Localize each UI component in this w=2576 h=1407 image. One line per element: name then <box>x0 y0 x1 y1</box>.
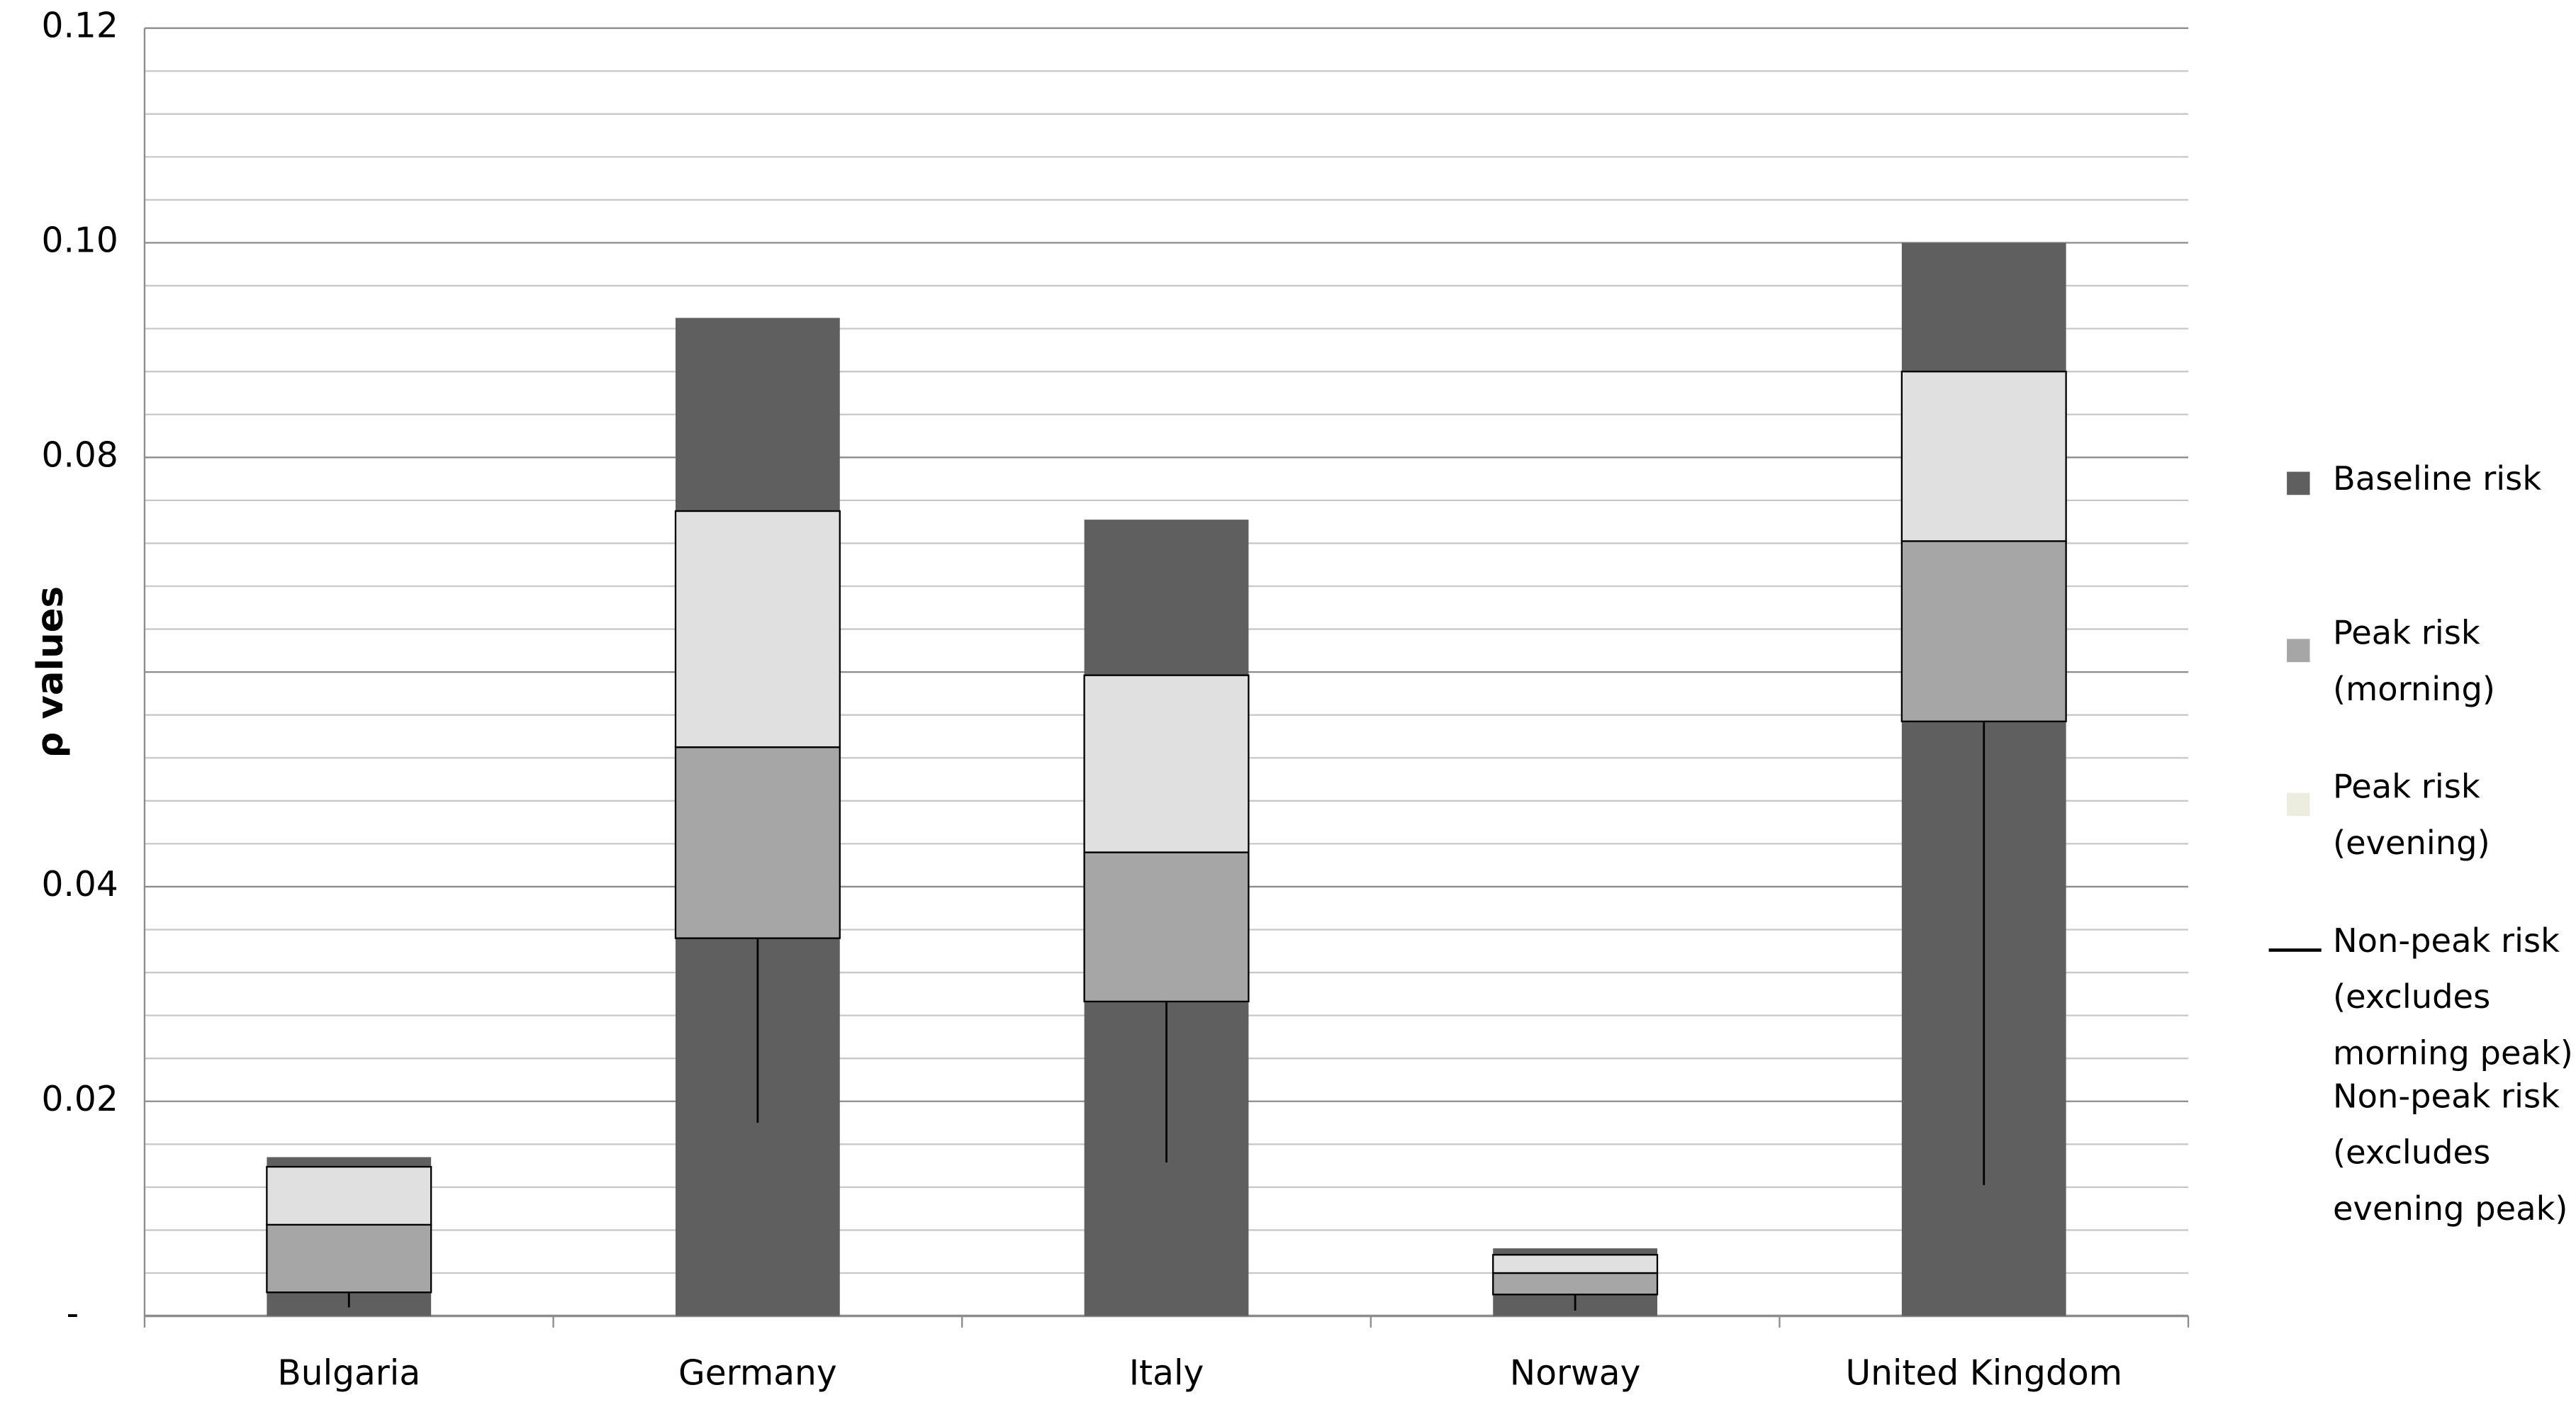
range-box <box>674 510 841 749</box>
legend-marker <box>2287 639 2310 663</box>
x-tick-label: Bulgaria <box>277 1353 420 1394</box>
y-tick-label: 0.08 <box>42 435 118 475</box>
y-tick-label: 0.10 <box>42 220 118 260</box>
legend-entry: Peak risk (morning) <box>2332 612 2496 709</box>
x-tick-label: Italy <box>1129 1353 1204 1394</box>
range-box <box>1083 851 1250 1003</box>
y-tick-label: - <box>67 1293 79 1333</box>
x-tick-label: United Kingdom <box>1845 1353 2122 1394</box>
range-box <box>266 1223 432 1294</box>
range-box <box>266 1165 432 1226</box>
legend-entry: Peak risk (evening) <box>2332 766 2490 863</box>
range-box <box>1492 1272 1659 1296</box>
range-box <box>1492 1254 1659 1274</box>
legend-marker <box>2287 792 2310 817</box>
legend-entry: Non-peak risk (excludes morning peak) <box>2332 920 2573 1073</box>
y-axis-label: ρ values <box>29 586 72 758</box>
legend-entry: Baseline risk <box>2332 458 2542 498</box>
range-box <box>1083 674 1250 853</box>
range-box <box>1900 540 2067 722</box>
legend-label: Baseline risk <box>2332 458 2542 498</box>
legend-marker <box>2287 471 2310 495</box>
range-box <box>1900 371 2067 542</box>
range-box <box>674 746 841 939</box>
legend-label: Non-peak risk (excludes morning peak) <box>2332 920 2573 1073</box>
x-tick-label: Norway <box>1510 1353 1641 1394</box>
legend-label: Non-peak risk (excludes evening peak) <box>2332 1075 2568 1228</box>
legend-label: Peak risk (evening) <box>2332 766 2490 863</box>
y-tick-label: 0.04 <box>42 864 118 904</box>
legend-label: Peak risk (morning) <box>2332 612 2496 709</box>
y-tick-label: 0.02 <box>42 1079 118 1119</box>
y-tick-label: 0.12 <box>42 6 118 46</box>
x-tick-label: Germany <box>678 1353 837 1394</box>
legend-entry: Non-peak risk (excludes evening peak) <box>2332 1075 2568 1228</box>
